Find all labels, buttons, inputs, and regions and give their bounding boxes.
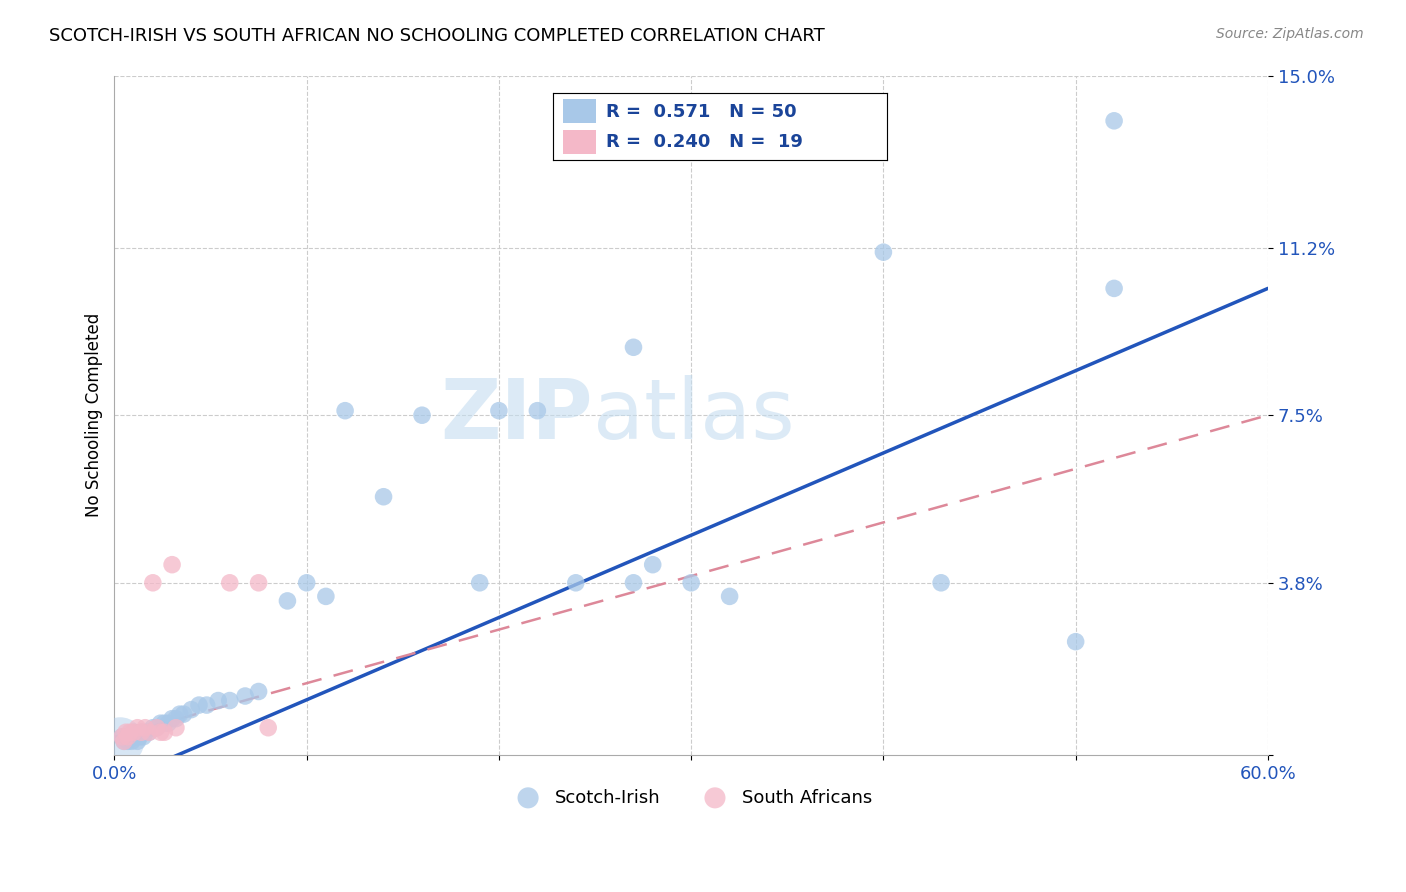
- Point: [165, 721, 187, 735]
- Point: [623, 575, 645, 590]
- Text: atlas: atlas: [593, 375, 794, 456]
- Text: SCOTCH-IRISH VS SOUTH AFRICAN NO SCHOOLING COMPLETED CORRELATION CHART: SCOTCH-IRISH VS SOUTH AFRICAN NO SCHOOLI…: [49, 27, 825, 45]
- Point: [188, 698, 211, 712]
- Point: [233, 689, 256, 703]
- Point: [145, 721, 167, 735]
- Point: [122, 725, 145, 739]
- Point: [115, 730, 138, 744]
- Point: [138, 725, 160, 739]
- Point: [112, 734, 135, 748]
- Point: [142, 721, 165, 735]
- Y-axis label: No Schooling Completed: No Schooling Completed: [86, 313, 103, 517]
- Point: [149, 725, 172, 739]
- Point: [134, 725, 156, 739]
- Point: [1102, 281, 1125, 295]
- Point: [315, 590, 337, 604]
- Point: [124, 730, 146, 744]
- Point: [1064, 634, 1087, 648]
- Point: [122, 725, 145, 739]
- Legend: Scotch-Irish, South Africans: Scotch-Irish, South Africans: [503, 781, 880, 814]
- Point: [128, 730, 150, 744]
- Point: [134, 721, 156, 735]
- Point: [468, 575, 491, 590]
- Point: [218, 693, 240, 707]
- Point: [641, 558, 664, 572]
- Point: [872, 245, 894, 260]
- Point: [929, 575, 952, 590]
- Point: [142, 575, 165, 590]
- Point: [131, 725, 153, 739]
- Point: [157, 716, 180, 731]
- Point: [173, 707, 195, 722]
- Point: [108, 734, 131, 748]
- Point: [257, 721, 280, 735]
- Point: [132, 730, 155, 744]
- Point: [411, 408, 433, 422]
- Point: [526, 403, 548, 417]
- Point: [127, 734, 149, 748]
- Text: Source: ZipAtlas.com: Source: ZipAtlas.com: [1216, 27, 1364, 41]
- Point: [373, 490, 395, 504]
- Point: [117, 730, 139, 744]
- Point: [111, 730, 134, 744]
- Point: [565, 575, 588, 590]
- Point: [169, 707, 191, 722]
- Point: [138, 725, 160, 739]
- Point: [247, 684, 270, 698]
- Point: [111, 730, 134, 744]
- Point: [112, 734, 135, 748]
- Point: [207, 693, 229, 707]
- Point: [127, 721, 149, 735]
- Point: [121, 734, 143, 748]
- Point: [718, 590, 741, 604]
- Point: [145, 721, 167, 735]
- Text: ZIP: ZIP: [440, 375, 593, 456]
- Point: [118, 730, 141, 744]
- Point: [195, 698, 218, 712]
- Point: [1102, 113, 1125, 128]
- Point: [681, 575, 703, 590]
- Point: [153, 725, 176, 739]
- Point: [149, 716, 172, 731]
- Point: [131, 725, 153, 739]
- Point: [247, 575, 270, 590]
- Point: [488, 403, 510, 417]
- Point: [118, 725, 141, 739]
- Point: [276, 594, 298, 608]
- Point: [218, 575, 240, 590]
- Point: [160, 558, 183, 572]
- Point: [117, 734, 139, 748]
- Point: [333, 403, 356, 417]
- Point: [165, 712, 187, 726]
- Point: [115, 725, 138, 739]
- Point: [153, 716, 176, 731]
- Point: [160, 712, 183, 726]
- Point: [623, 340, 645, 354]
- Point: [180, 703, 202, 717]
- Point: [295, 575, 318, 590]
